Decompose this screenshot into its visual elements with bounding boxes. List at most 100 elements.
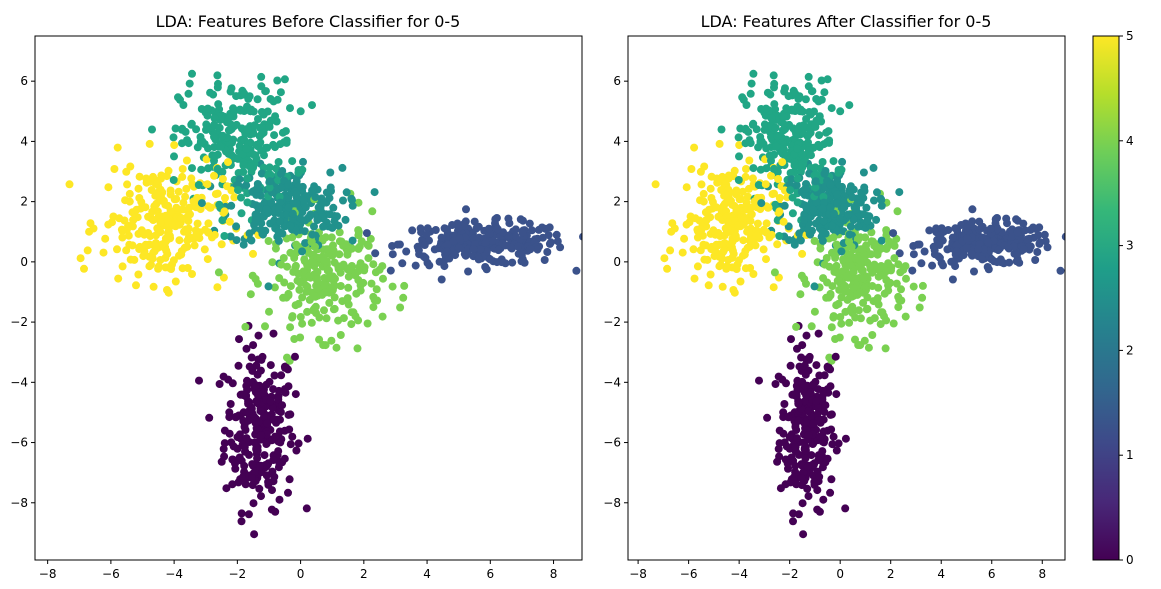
- data-point-class-3: [184, 89, 193, 98]
- data-point-class-4: [320, 306, 328, 315]
- data-point-class-3: [188, 69, 196, 78]
- data-point-class-0: [815, 472, 824, 481]
- data-point-class-1: [1004, 243, 1013, 252]
- data-point-class-5: [735, 141, 744, 150]
- data-point-class-2: [256, 225, 265, 234]
- data-point-class-3: [793, 198, 802, 207]
- data-point-class-5: [178, 264, 187, 273]
- data-point-class-3: [263, 107, 272, 116]
- data-point-class-4: [342, 240, 350, 249]
- data-point-class-1: [440, 262, 449, 271]
- data-point-class-1: [1012, 251, 1021, 260]
- data-point-class-5: [736, 277, 745, 286]
- data-point-class-1: [494, 245, 503, 254]
- data-point-class-2: [276, 198, 285, 207]
- x-tick-label: −2: [229, 567, 247, 581]
- data-point-class-5: [699, 189, 708, 198]
- data-point-class-4: [400, 281, 409, 290]
- data-point-class-0: [262, 471, 271, 480]
- data-point-class-5: [191, 231, 200, 240]
- y-tick-label: −6: [10, 436, 28, 450]
- data-point-class-5: [189, 197, 198, 206]
- data-point-class-2: [348, 236, 357, 245]
- y-tick-label: 4: [20, 134, 28, 148]
- data-point-class-0: [820, 371, 829, 380]
- data-point-class-0: [832, 390, 841, 399]
- data-point-class-1: [1025, 245, 1034, 254]
- data-point-class-5: [150, 247, 159, 256]
- data-point-class-0: [250, 530, 259, 539]
- y-tick-label: −4: [10, 375, 28, 389]
- data-point-class-3: [254, 115, 262, 123]
- data-point-class-5: [135, 172, 144, 181]
- data-point-class-2: [811, 177, 820, 186]
- data-point-class-1: [508, 258, 517, 267]
- data-point-class-5: [670, 224, 679, 233]
- data-point-class-1: [974, 245, 983, 254]
- data-point-class-0: [841, 504, 850, 513]
- data-point-class-2: [197, 199, 206, 208]
- data-point-class-4: [332, 343, 341, 352]
- data-point-class-5: [113, 143, 122, 152]
- data-point-class-5: [718, 282, 727, 291]
- data-point-class-3: [845, 101, 854, 110]
- data-point-class-0: [243, 376, 251, 385]
- data-point-class-0: [783, 459, 792, 468]
- data-point-class-5: [163, 286, 171, 294]
- data-point-class-2: [796, 235, 805, 244]
- data-point-class-4: [288, 233, 297, 242]
- data-point-class-4: [335, 250, 344, 259]
- data-point-class-5: [249, 249, 257, 258]
- data-point-class-1: [1002, 214, 1011, 223]
- data-point-class-4: [892, 279, 901, 288]
- data-point-class-2: [296, 214, 305, 223]
- data-point-class-1: [1013, 228, 1022, 237]
- data-point-class-2: [795, 229, 804, 238]
- data-point-class-5: [147, 260, 155, 269]
- data-point-class-2: [339, 196, 347, 205]
- data-point-class-5: [193, 219, 202, 228]
- data-point-class-3: [213, 71, 222, 80]
- data-point-class-0: [275, 495, 284, 504]
- data-point-class-5: [718, 172, 727, 181]
- data-point-class-5: [731, 231, 740, 240]
- data-point-class-0: [794, 399, 803, 408]
- data-point-class-2: [252, 185, 261, 193]
- data-point-class-3: [308, 101, 316, 110]
- data-point-class-4: [357, 237, 366, 246]
- data-point-class-0: [807, 451, 816, 460]
- data-point-class-4: [867, 250, 876, 259]
- data-point-class-3: [757, 137, 766, 146]
- data-point-class-4: [284, 289, 293, 298]
- data-point-class-5: [149, 282, 158, 291]
- data-point-class-5: [162, 246, 171, 255]
- data-point-class-1: [460, 219, 469, 228]
- data-point-class-1: [540, 256, 549, 264]
- data-point-class-3: [257, 108, 266, 116]
- data-point-class-4: [241, 322, 250, 331]
- data-point-class-0: [792, 480, 801, 489]
- data-point-class-3: [767, 114, 776, 123]
- data-point-class-4: [396, 303, 405, 312]
- data-point-class-4: [901, 262, 910, 271]
- data-point-class-0: [248, 474, 256, 482]
- data-point-class-3: [836, 107, 845, 116]
- data-point-class-4: [354, 228, 363, 236]
- data-point-class-0: [257, 492, 265, 501]
- data-point-class-3: [770, 164, 778, 173]
- data-point-class-2: [808, 205, 817, 214]
- colorbar-tick-label: 4: [1126, 134, 1134, 148]
- data-point-class-0: [222, 484, 231, 493]
- data-point-class-3: [229, 104, 238, 113]
- data-point-class-3: [192, 125, 201, 134]
- data-point-class-4: [897, 296, 906, 305]
- data-point-class-2: [877, 236, 886, 245]
- data-point-class-5: [730, 166, 739, 175]
- data-point-class-1: [546, 238, 555, 247]
- data-point-class-2: [284, 203, 293, 212]
- data-point-class-1: [443, 247, 452, 256]
- data-point-class-3: [226, 113, 234, 122]
- data-point-class-5: [101, 234, 110, 243]
- data-point-class-5: [171, 277, 180, 286]
- data-point-class-2: [277, 169, 285, 178]
